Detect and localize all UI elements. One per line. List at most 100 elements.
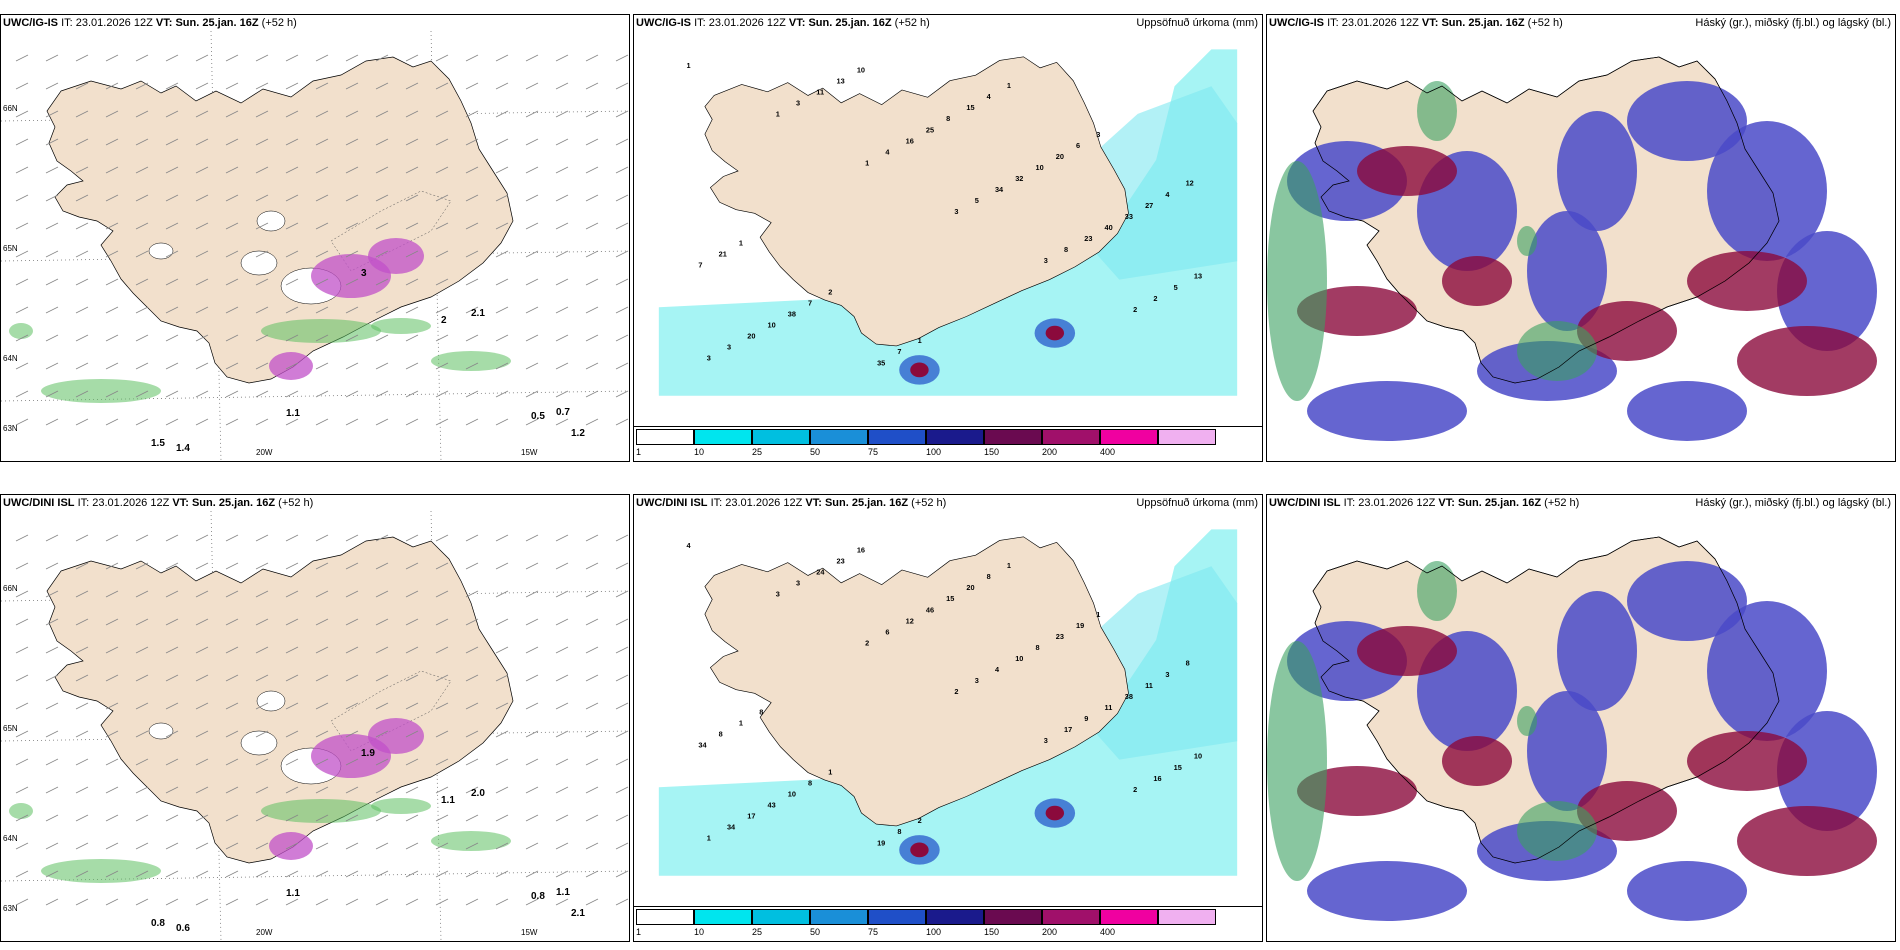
wind-barb (15, 222, 29, 230)
wind-barb (315, 222, 329, 230)
wind-barb (195, 674, 209, 682)
wind-barb (585, 390, 599, 398)
wind-barb (225, 194, 239, 202)
wind-barb (255, 166, 269, 174)
wind-barb (555, 590, 569, 598)
wind-barb (585, 54, 599, 62)
wind-barb (375, 418, 389, 426)
wind-barb (495, 390, 509, 398)
wind-barb (375, 250, 389, 258)
wind-barb (75, 250, 89, 258)
wind-barb (285, 646, 299, 654)
wind-barb (75, 418, 89, 426)
precip-amount-label: 38 (1125, 692, 1133, 701)
mid-cloud (1557, 111, 1637, 231)
precip-green (9, 803, 33, 819)
wind-barb (345, 702, 359, 710)
precip-amount-label: 2 (1133, 785, 1137, 794)
longitude-label: 15W (521, 928, 538, 937)
wind-barb (15, 870, 29, 878)
wind-barb (195, 870, 209, 878)
wind-barb (555, 870, 569, 878)
wind-barb (345, 278, 359, 286)
colorbar-label: 1 (636, 927, 642, 937)
wind-barb (75, 646, 89, 654)
precip-amount-label: 4 (987, 92, 992, 101)
precip-green (41, 859, 161, 883)
wind-barb (315, 390, 329, 398)
wind-barb (375, 194, 389, 202)
wind-barb (435, 82, 449, 90)
wind-barb (615, 222, 629, 230)
wind-barb (75, 362, 89, 370)
wind-barb (15, 898, 29, 906)
precip-amount-label: 3 (1165, 670, 1169, 679)
precip-amount-label: 5 (1174, 283, 1178, 292)
wind-barb (45, 702, 59, 710)
colorbar-label: 75 (868, 447, 879, 457)
wind-barb (525, 898, 539, 906)
panel-header: UWC/DINI ISL IT: 23.01.2026 12Z VT: Sun.… (3, 497, 314, 509)
wind-barb (45, 418, 59, 426)
precip-amount-label: 8 (719, 730, 723, 739)
wind-barb (105, 702, 119, 710)
wind-barb (435, 590, 449, 598)
wind-barb (255, 334, 269, 342)
wind-barb (495, 646, 509, 654)
wind-barb (45, 250, 59, 258)
precip-amount-label: 34 (698, 741, 707, 750)
wind-barb (555, 702, 569, 710)
wind-barb (495, 562, 509, 570)
low-cloud (1517, 321, 1597, 381)
panel-cloud-igis: UWC/IG-IS IT: 23.01.2026 12Z VT: Sun. 25… (1266, 14, 1896, 462)
mid-cloud (1557, 591, 1637, 711)
low-cloud (1417, 561, 1457, 621)
wind-barb (195, 334, 209, 342)
wind-barb (525, 618, 539, 626)
mid-cloud (1307, 861, 1467, 921)
precip-amount-label: 4 (686, 541, 691, 550)
wind-barb (315, 534, 329, 542)
wind-barb (435, 870, 449, 878)
precip-amount-label: 3 (707, 354, 711, 363)
precip-amount-label: 40 (1105, 223, 1113, 232)
wind-barb (555, 646, 569, 654)
precip-amount-label: 23 (837, 556, 845, 565)
wind-barb (15, 306, 29, 314)
wind-barb (225, 702, 239, 710)
wind-barb (495, 814, 509, 822)
wind-barb (255, 138, 269, 146)
wind-barb (585, 814, 599, 822)
wind-barb (75, 618, 89, 626)
wind-barb (525, 534, 539, 542)
high-cloud (1737, 326, 1877, 396)
precip-amount-label: 3 (727, 343, 731, 352)
wind-barb (465, 278, 479, 286)
precip-value-label: 1.2 (571, 428, 585, 439)
precip-amount-label: 13 (837, 76, 845, 85)
wind-barb (315, 82, 329, 90)
wind-barb (615, 702, 629, 710)
precip-amount-label: 1 (739, 719, 743, 728)
wind-barb (75, 82, 89, 90)
precip-amount-label: 4 (885, 147, 890, 156)
wind-barb (45, 730, 59, 738)
colorbar-box (1158, 429, 1216, 445)
wind-barb (375, 534, 389, 542)
wind-barb (225, 898, 239, 906)
wind-barb (495, 674, 509, 682)
wind-barb (495, 334, 509, 342)
iceland-land (704, 536, 1129, 826)
wind-barb (615, 730, 629, 738)
wind-barb (525, 814, 539, 822)
precip-value-label: 0.5 (531, 411, 545, 422)
wind-barb (285, 534, 299, 542)
wind-barb (375, 222, 389, 230)
wind-barb (615, 842, 629, 850)
wind-barb (195, 814, 209, 822)
wind-barb (45, 82, 59, 90)
wind-barb (75, 590, 89, 598)
wind-barb (345, 138, 359, 146)
wind-barb (435, 814, 449, 822)
mid-cloud (1707, 601, 1827, 741)
